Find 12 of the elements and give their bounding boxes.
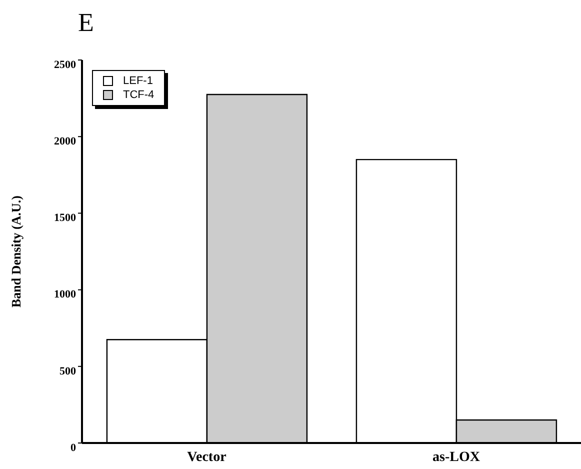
y-tick-label: 1000 bbox=[54, 288, 76, 301]
y-tick-label: 1500 bbox=[54, 212, 76, 224]
y-axis-title: Band Density (A.U.) bbox=[8, 196, 24, 308]
y-tick-label: 2000 bbox=[54, 136, 76, 148]
y-tick-label: 2500 bbox=[54, 58, 76, 71]
y-tick-label: 500 bbox=[60, 365, 76, 378]
chart-title: E bbox=[78, 8, 94, 38]
y-tick-label: 0 bbox=[70, 442, 76, 454]
legend-label: TCF-4 bbox=[123, 88, 154, 102]
x-tick-label: Vector bbox=[187, 450, 226, 465]
x-tick-label: as-LOX bbox=[432, 450, 480, 465]
legend-label: LEF-1 bbox=[123, 74, 153, 88]
